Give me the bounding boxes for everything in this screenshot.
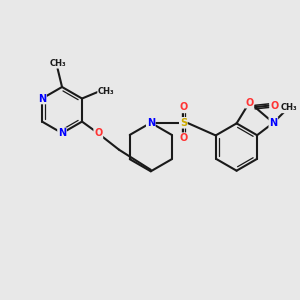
Text: N: N bbox=[38, 94, 46, 103]
Text: O: O bbox=[179, 102, 188, 112]
Text: O: O bbox=[179, 133, 188, 143]
Text: CH₃: CH₃ bbox=[281, 103, 298, 112]
Text: O: O bbox=[270, 100, 278, 111]
Text: CH₃: CH₃ bbox=[98, 87, 115, 96]
Text: S: S bbox=[180, 118, 187, 128]
Text: N: N bbox=[269, 118, 278, 128]
Text: N: N bbox=[147, 118, 155, 128]
Text: O: O bbox=[94, 128, 102, 138]
Text: O: O bbox=[245, 98, 254, 108]
Text: CH₃: CH₃ bbox=[49, 59, 66, 68]
Text: N: N bbox=[58, 128, 66, 138]
